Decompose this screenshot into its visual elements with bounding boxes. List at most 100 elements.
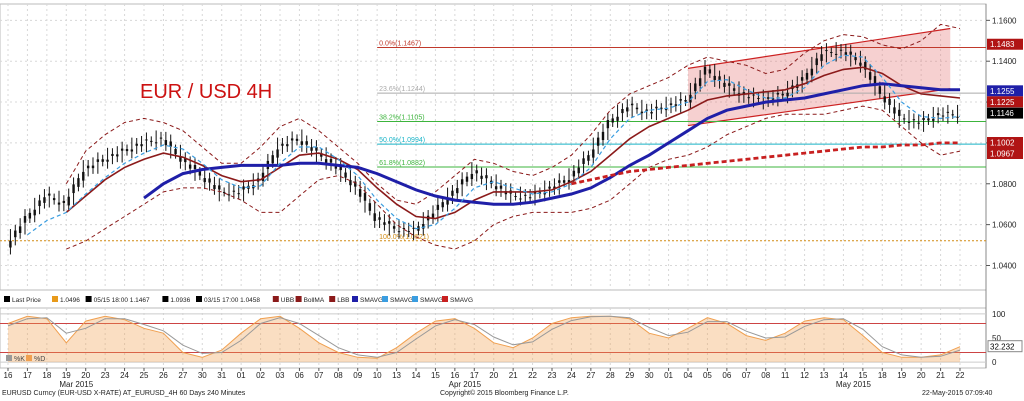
- status-left: EURUSD Curncy (EUR-USD X-RATE) AT_EURUSD…: [2, 390, 246, 397]
- price-tag: [987, 85, 1023, 97]
- price-bar-body: [465, 176, 469, 182]
- x-tick-label: 29: [625, 371, 634, 380]
- legend: Last Price 1.0496 05/15 18:00 1.1467 1.0936…: [4, 296, 473, 304]
- x-tick-label: 01: [237, 371, 246, 380]
- chart-title: EUR / USD 4H: [140, 81, 272, 103]
- legend-swatch: [196, 296, 202, 302]
- legend-label: 03/15 17:00 1.0458: [204, 297, 260, 304]
- price-bar-body: [747, 97, 750, 99]
- x-tick-label: 15: [431, 371, 440, 380]
- price-bar-body: [927, 118, 930, 121]
- price-bar-body: [936, 113, 940, 116]
- x-tick-label: 19: [62, 371, 71, 380]
- x-tick-label: 21: [509, 371, 518, 380]
- x-tick-label: 08: [761, 371, 770, 380]
- series-line: [571, 141, 960, 186]
- price-bar-body: [587, 155, 590, 161]
- series-line: [65, 66, 961, 220]
- price-bar-body: [305, 141, 308, 145]
- price-bar-body: [290, 138, 294, 141]
- price-bar-body: [800, 77, 804, 81]
- x-tick-label: 25: [140, 371, 149, 380]
- series-layer: [9, 23, 961, 255]
- price-bar-body: [834, 53, 838, 55]
- price-bar-body: [912, 119, 916, 121]
- price-bar-body: [96, 159, 100, 162]
- fib-level-label: 100.0%(1.0521): [379, 234, 429, 241]
- price-bar-body: [43, 197, 46, 203]
- x-tick-label: 07: [742, 371, 751, 380]
- price-bar-body: [621, 109, 624, 114]
- price-bar-body: [120, 148, 124, 151]
- oscillator-legend-label: %K: [14, 356, 25, 363]
- price-bar-body: [159, 137, 163, 139]
- legend-swatch: [85, 296, 92, 302]
- price-bar-body: [689, 94, 692, 103]
- legend-swatch: [442, 296, 448, 302]
- price-bar-body: [786, 92, 789, 97]
- oscillator-layer: %K %D: [0, 313, 986, 363]
- legend-label: 1.0936: [170, 297, 190, 304]
- price-bar-body: [533, 191, 537, 194]
- price-bar-body: [873, 76, 877, 84]
- price-bar-body: [781, 93, 784, 96]
- price-bar-body: [261, 172, 265, 181]
- price-bar-body: [888, 98, 891, 105]
- price-bar-body: [164, 140, 168, 146]
- status-center: Copyright© 2015 Bloomberg Finance L.P.: [440, 390, 569, 397]
- price-bar-body: [154, 142, 158, 144]
- price-bar-body: [363, 193, 367, 201]
- price-bar-body: [684, 100, 687, 102]
- oscillator-legend-label: %D: [34, 356, 45, 363]
- price-bar-body: [470, 173, 474, 180]
- price-bar-body: [446, 199, 449, 205]
- price-bar-body: [645, 109, 648, 112]
- legend-swatch: [295, 296, 302, 302]
- series-line: [27, 54, 961, 236]
- x-tick-label: 04: [684, 371, 693, 380]
- legend-label: UBB: [281, 297, 294, 304]
- fib-level-label: 0.0%(1.1467): [379, 41, 421, 48]
- oscillator-value-label: 32.232: [990, 343, 1015, 352]
- price-bar-body: [281, 143, 284, 146]
- price-tick-label: 1.0600: [992, 221, 1017, 230]
- x-tick-label: 15: [858, 371, 867, 380]
- price-bar-body: [718, 76, 721, 81]
- price-bar-body: [349, 180, 352, 186]
- price-bar-body: [650, 111, 653, 114]
- price-bar-body: [456, 188, 459, 194]
- price-bar-body: [932, 118, 935, 121]
- legend-label: LBB: [337, 297, 349, 304]
- price-bar-body: [354, 181, 357, 187]
- price-bar-body: [451, 190, 454, 196]
- price-bar-body: [524, 194, 527, 196]
- x-tick-label: 13: [392, 371, 401, 380]
- price-bar-body: [150, 140, 153, 142]
- price-bar-body: [188, 164, 192, 169]
- price-bar-body: [577, 167, 580, 174]
- price-bar-body: [218, 185, 221, 190]
- price-bar-body: [917, 122, 920, 124]
- fib-level-label: 38.2%(1.1105): [379, 114, 424, 121]
- price-tags: 32.232 1.1483 1.1255 1.1225 1.1146 1.1002 1.09…: [987, 38, 1023, 353]
- series-line: [65, 23, 961, 205]
- price-bar-body: [23, 216, 27, 223]
- price-bar-body: [572, 170, 576, 177]
- price-bar-body: [422, 224, 425, 229]
- price-bar-body: [242, 186, 245, 190]
- price-bar-body: [310, 147, 313, 151]
- price-tag: [987, 137, 1023, 149]
- oscillator-tick-label: 0: [992, 358, 997, 367]
- x-tick-label: 01: [664, 371, 673, 380]
- price-bar-body: [38, 200, 41, 207]
- price-bar-body: [664, 108, 668, 111]
- price-bar-body: [752, 94, 755, 96]
- x-tick-label: 05: [703, 371, 712, 380]
- month-label: Mar 2015: [59, 380, 93, 389]
- price-bar-body: [844, 52, 848, 56]
- price-bar-body: [315, 147, 318, 151]
- price-bar-body: [106, 159, 109, 162]
- x-tick-label: 18: [42, 371, 51, 380]
- price-bar-body: [358, 189, 362, 197]
- x-tick-label: 10: [373, 371, 382, 380]
